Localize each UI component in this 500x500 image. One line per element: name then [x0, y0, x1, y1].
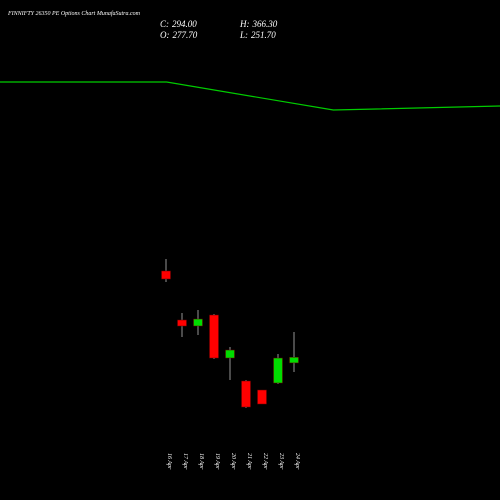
candle-body — [193, 318, 203, 327]
candle-body — [257, 389, 267, 405]
x-tick-label: 21 Apr — [246, 453, 252, 470]
summary-item: O: 277.70 — [160, 30, 198, 40]
chart-title: FINNIFTY 26350 PE Options Chart MunafaSu… — [7, 10, 141, 17]
line — [0, 81, 500, 111]
candle-body — [209, 314, 219, 359]
candle-body — [225, 349, 235, 359]
candle-body — [161, 270, 171, 280]
summary-value: 277.70 — [173, 30, 198, 40]
summary-value: 366.30 — [252, 19, 278, 29]
x-tick-label: 20 Apr — [230, 453, 236, 470]
candle-body — [241, 380, 251, 408]
summary-value: 251.70 — [251, 30, 276, 40]
summary-item: H: 366.30 — [239, 19, 278, 29]
x-tick-label: 17 Apr — [182, 453, 188, 470]
x-tick-label: 24 Apr — [294, 453, 301, 470]
x-tick-label: 22 Apr — [262, 453, 268, 470]
summary-label: L: — [239, 30, 248, 40]
candle-body — [289, 356, 299, 364]
x-tick-label: 23 Apr — [278, 453, 284, 470]
summary-label: O: — [160, 30, 170, 40]
summary-label: H: — [239, 19, 250, 29]
candle-body — [177, 319, 187, 327]
x-tick-label: 16 Apr — [166, 453, 172, 470]
x-tick-label: 18 Apr — [198, 453, 204, 470]
x-tick-label: 19 Apr — [214, 453, 220, 470]
summary-value: 294.00 — [172, 19, 197, 29]
summary-item: L: 251.70 — [239, 30, 276, 40]
summary-label: C: — [160, 19, 169, 29]
summary-item: C: 294.00 — [160, 19, 197, 29]
candle-body — [273, 357, 283, 384]
